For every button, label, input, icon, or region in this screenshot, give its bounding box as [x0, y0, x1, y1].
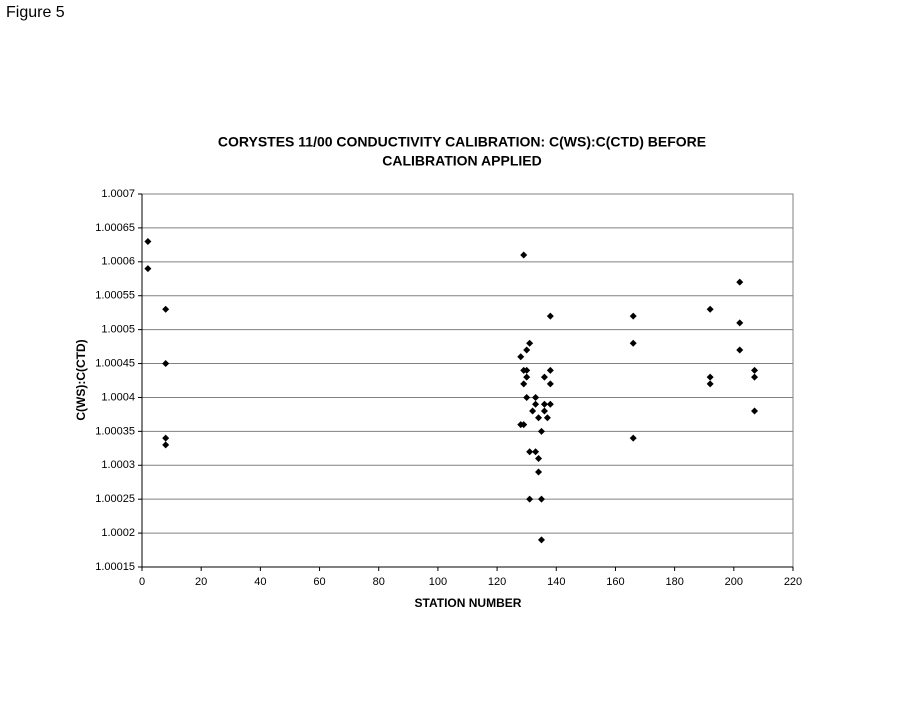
x-tick-label: 100	[429, 576, 447, 588]
point	[526, 339, 534, 347]
point	[523, 393, 531, 401]
y-tick-label: 1.00015	[95, 561, 135, 573]
point	[546, 400, 554, 408]
x-tick-label: 200	[725, 576, 743, 588]
x-tick-label: 120	[488, 576, 506, 588]
point	[144, 265, 152, 273]
point	[529, 407, 537, 415]
point	[162, 305, 170, 313]
point	[540, 407, 548, 415]
x-tick-label: 140	[547, 576, 565, 588]
point	[546, 312, 554, 320]
point	[523, 373, 531, 381]
y-tick-label: 1.00035	[95, 425, 135, 437]
y-tick-label: 1.0002	[101, 527, 135, 539]
point	[537, 495, 545, 503]
y-tick-label: 1.0003	[101, 459, 135, 471]
point	[706, 380, 714, 388]
point	[523, 346, 531, 354]
y-tick-label: 1.0005	[101, 324, 135, 336]
point	[751, 407, 759, 415]
x-tick-label: 60	[313, 576, 325, 588]
point	[543, 414, 551, 422]
point	[532, 400, 540, 408]
plot-frame	[141, 193, 794, 568]
x-tick-label: 80	[373, 576, 385, 588]
point	[537, 427, 545, 435]
y-tick-label: 1.0006	[101, 256, 135, 268]
point	[751, 373, 759, 381]
point	[706, 305, 714, 313]
point	[751, 366, 759, 374]
point	[629, 339, 637, 347]
point	[736, 319, 744, 327]
point	[736, 346, 744, 354]
point	[162, 360, 170, 368]
point	[537, 536, 545, 544]
y-tick-label: 1.00055	[95, 290, 135, 302]
y-tick-label: 1.00045	[95, 357, 135, 369]
chart-title: CALIBRATION APPLIED	[382, 153, 541, 169]
y-tick-label: 1.00065	[95, 222, 135, 234]
point	[532, 393, 540, 401]
point	[520, 380, 528, 388]
point	[736, 278, 744, 286]
x-tick-label: 220	[784, 576, 802, 588]
point	[526, 448, 534, 456]
y-axis-label: C(WS):C(CTD)	[74, 339, 88, 420]
point	[520, 251, 528, 259]
point	[540, 373, 548, 381]
x-tick-label: 0	[139, 576, 145, 588]
point	[517, 353, 525, 361]
point	[706, 373, 714, 381]
point	[162, 441, 170, 449]
x-axis-label: STATION NUMBER	[415, 596, 522, 610]
chart-title: CORYSTES 11/00 CONDUCTIVITY CALIBRATION:…	[218, 134, 706, 150]
point	[629, 434, 637, 442]
y-tick-label: 1.0007	[101, 188, 135, 200]
point	[546, 380, 554, 388]
point	[526, 495, 534, 503]
point	[520, 421, 528, 429]
figure-label: Figure 5	[6, 4, 65, 21]
point	[546, 366, 554, 374]
point	[535, 454, 543, 462]
point	[532, 448, 540, 456]
point	[535, 414, 543, 422]
y-tick-label: 1.0004	[101, 391, 135, 403]
point	[629, 312, 637, 320]
point	[540, 400, 548, 408]
x-tick-label: 20	[195, 576, 207, 588]
point	[144, 237, 152, 245]
x-tick-label: 160	[606, 576, 624, 588]
x-tick-label: 40	[254, 576, 266, 588]
point	[523, 366, 531, 374]
point	[162, 434, 170, 442]
y-tick-label: 1.00025	[95, 493, 135, 505]
x-tick-label: 180	[665, 576, 683, 588]
point	[535, 468, 543, 476]
